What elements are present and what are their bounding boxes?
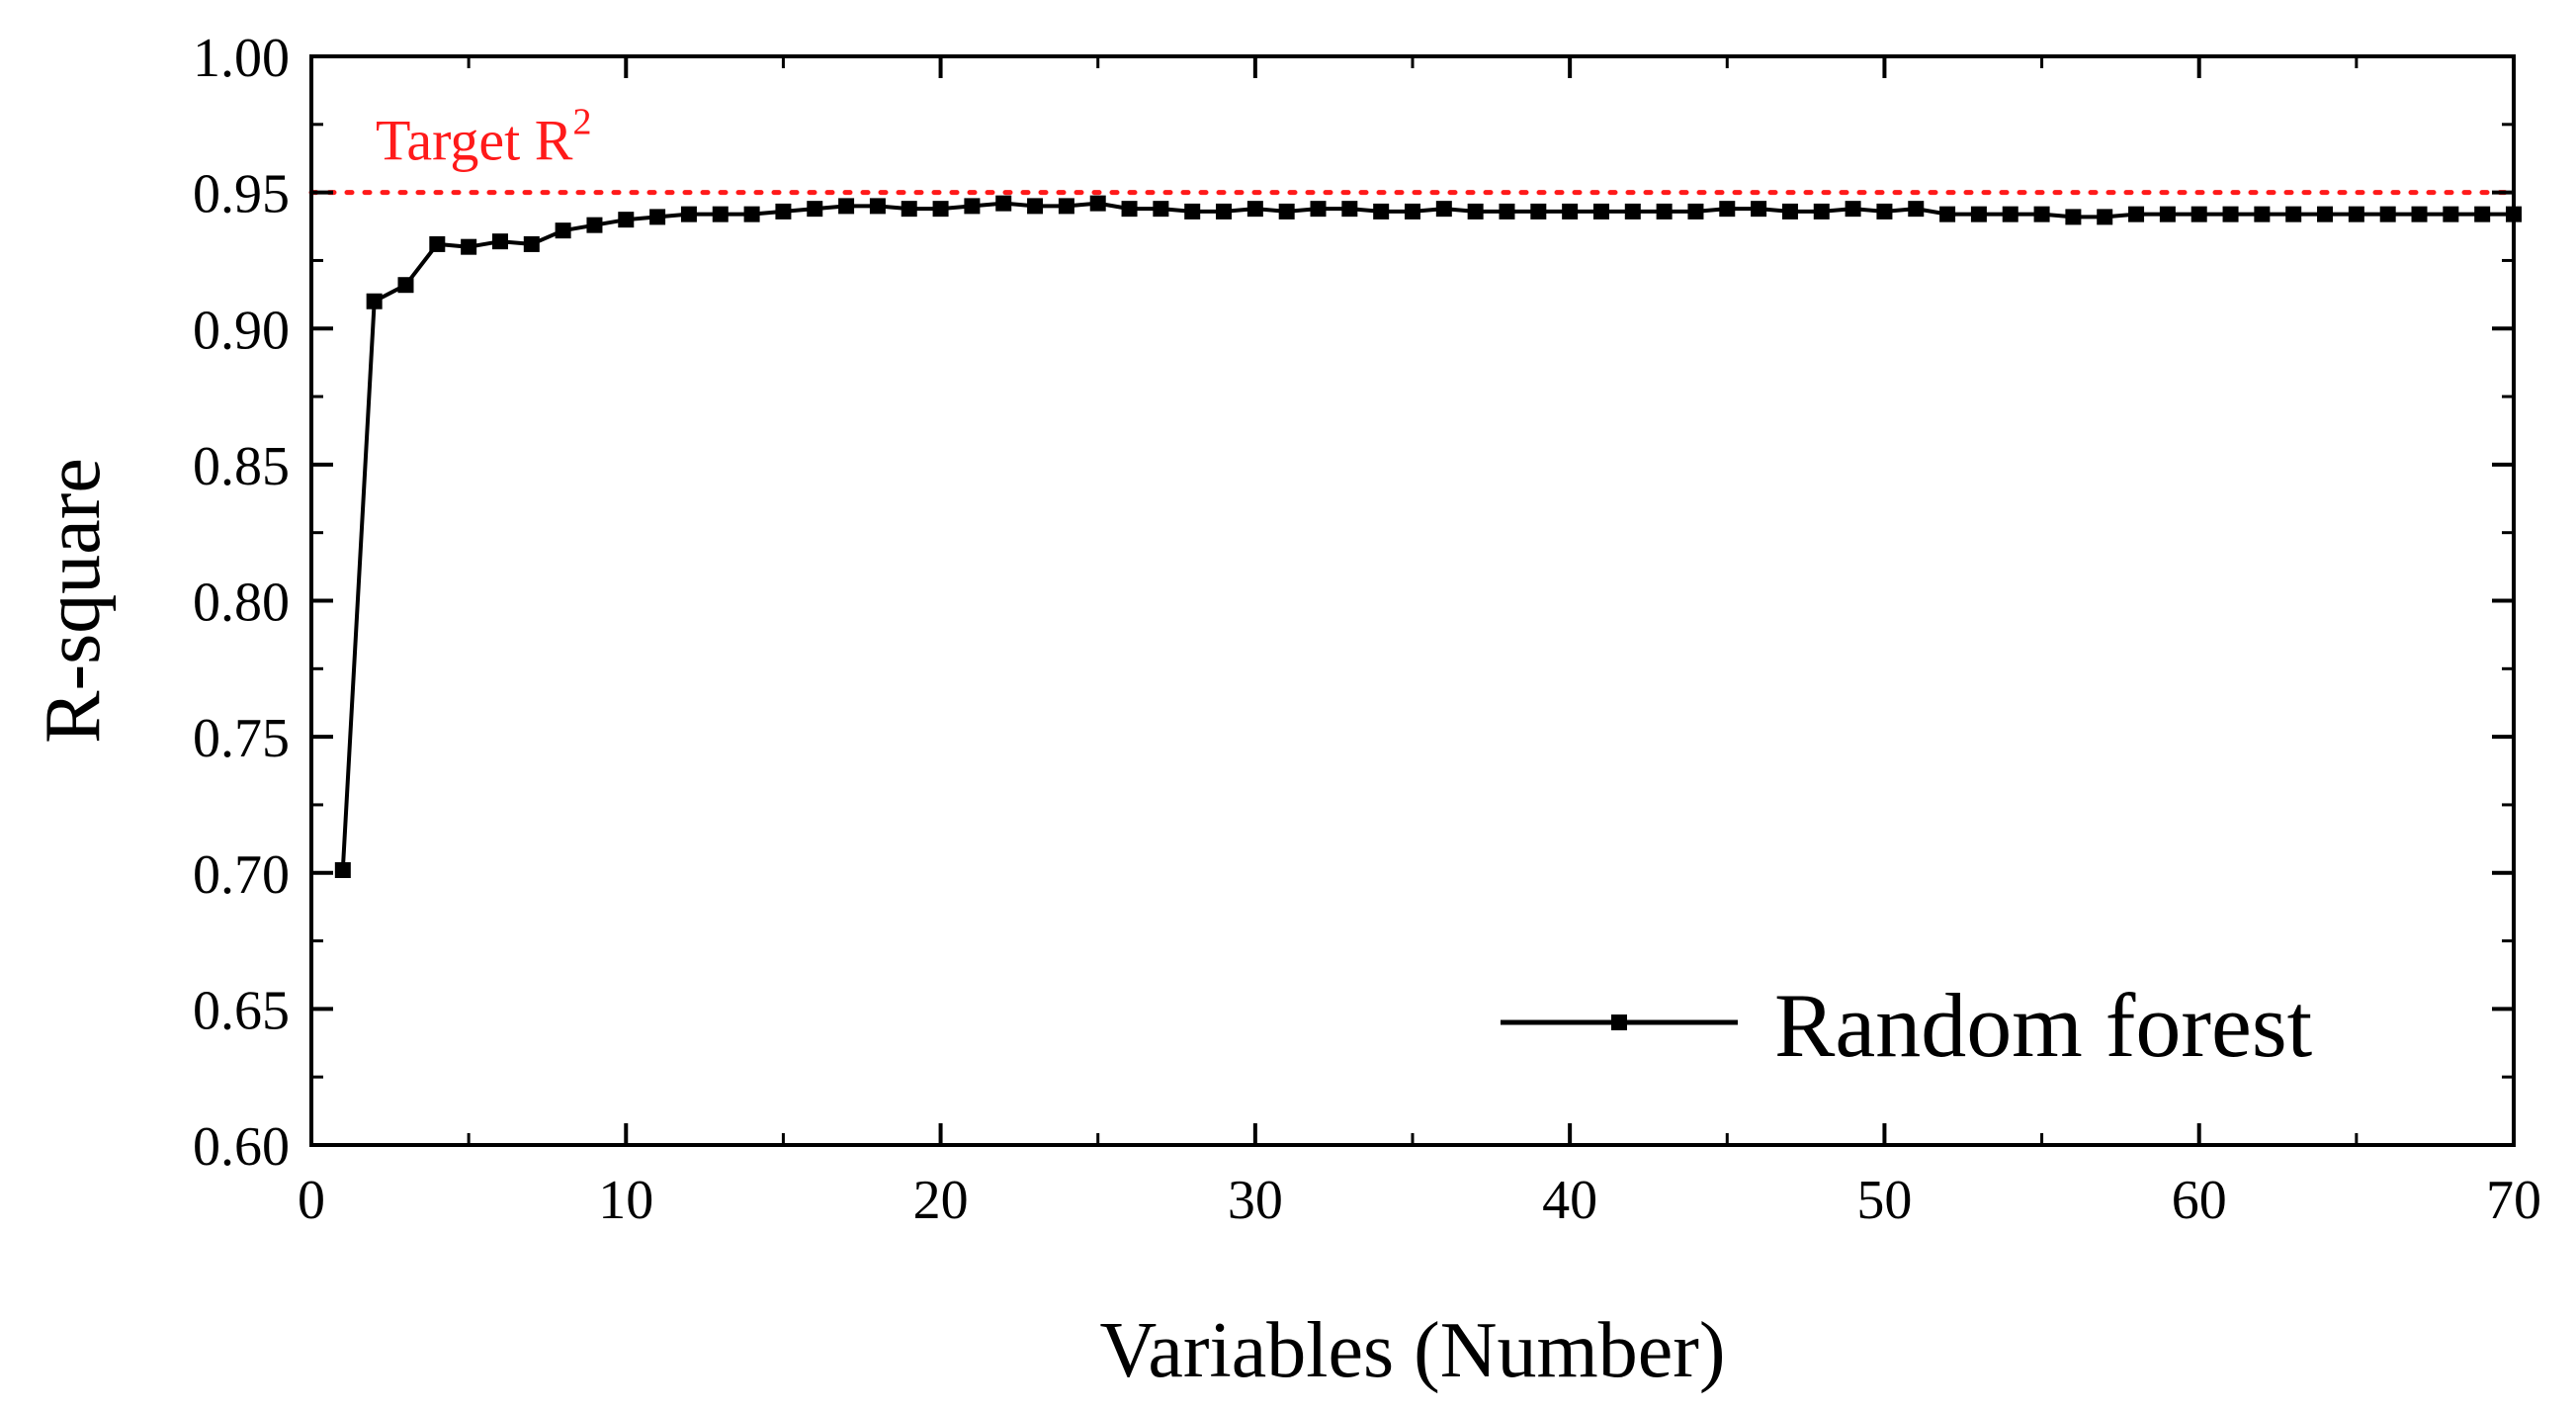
data-point: [2411, 206, 2428, 222]
data-point: [1058, 198, 1074, 215]
data-point: [2159, 206, 2176, 222]
data-point: [1530, 203, 1547, 220]
data-point: [1499, 203, 1515, 220]
data-point: [461, 238, 477, 255]
data-point: [1562, 203, 1579, 220]
x-tick-label: 50: [1856, 1170, 1912, 1231]
y-tick-label: 0.70: [193, 844, 290, 906]
data-point: [523, 235, 540, 252]
data-point: [1089, 195, 1106, 212]
y-axis-title: R-square: [30, 458, 117, 744]
target-r2-label: Target R2: [376, 102, 591, 173]
data-point: [1184, 203, 1201, 220]
data-point: [2002, 206, 2018, 222]
data-point: [1970, 206, 1987, 222]
data-point: [1467, 203, 1484, 220]
legend-marker-swatch: [1611, 1014, 1627, 1030]
series-layer: [334, 195, 2522, 878]
data-point: [807, 201, 823, 218]
x-tick-label: 30: [1228, 1170, 1283, 1231]
x-axis-title: Variables (Number): [1099, 1307, 1725, 1394]
data-point: [1592, 203, 1609, 220]
data-point: [964, 198, 981, 215]
y-tick-label: 0.65: [193, 980, 290, 1041]
data-point: [2379, 206, 2396, 222]
data-point: [901, 201, 917, 218]
x-tick-label: 40: [1542, 1170, 1597, 1231]
data-point: [2254, 206, 2271, 222]
data-point: [1216, 203, 1233, 220]
data-point: [2222, 206, 2239, 222]
data-point: [1435, 201, 1452, 218]
data-point: [1310, 201, 1327, 218]
data-point: [1278, 203, 1295, 220]
data-point: [743, 206, 760, 222]
data-point: [932, 201, 949, 218]
data-point: [838, 198, 855, 215]
y-tick-label: 0.80: [193, 573, 290, 634]
y-tick-label: 0.95: [193, 164, 290, 225]
data-point: [1751, 201, 1767, 218]
data-point: [1813, 203, 1830, 220]
x-tick-label: 0: [298, 1170, 325, 1231]
data-point: [649, 209, 666, 225]
data-point: [618, 212, 635, 228]
x-tick-label: 60: [2172, 1170, 2227, 1231]
data-point: [712, 206, 729, 222]
data-point: [680, 206, 697, 222]
data-point: [1845, 201, 1861, 218]
data-point: [1908, 201, 1925, 218]
y-tick-label: 0.90: [193, 300, 290, 361]
data-point: [2285, 206, 2302, 222]
y-tick-label: 0.60: [193, 1116, 290, 1178]
data-point: [869, 198, 886, 215]
data-point: [366, 293, 383, 309]
data-point: [1781, 203, 1798, 220]
data-point: [775, 203, 792, 220]
data-point: [1405, 203, 1420, 220]
data-point: [995, 195, 1012, 212]
y-tick-label: 0.75: [193, 708, 290, 769]
data-point: [2317, 206, 2334, 222]
series-line-random-forest: [340, 201, 2514, 871]
data-point: [1373, 203, 1390, 220]
data-point: [1876, 203, 1893, 220]
data-point: [1719, 201, 1736, 218]
data-point: [586, 217, 603, 233]
data-point: [2443, 206, 2459, 222]
data-point: [2033, 206, 2050, 222]
data-point: [1341, 201, 1358, 218]
x-tick-label: 10: [598, 1170, 653, 1231]
legend: Random forest: [1501, 975, 2313, 1076]
legend-label-random-forest: Random forest: [1774, 975, 2313, 1076]
data-point: [2190, 206, 2207, 222]
data-point: [555, 222, 571, 239]
data-point: [1121, 201, 1138, 218]
data-point: [1939, 206, 1956, 222]
data-point: [2128, 206, 2145, 222]
data-point: [1656, 203, 1673, 220]
data-point: [397, 277, 414, 294]
y-tick-label: 1.00: [193, 28, 290, 89]
data-point: [2065, 209, 2082, 225]
data-point: [334, 861, 351, 878]
data-point: [1246, 201, 1263, 218]
data-point: [429, 235, 446, 252]
x-tick-label: 20: [913, 1170, 969, 1231]
data-point: [1153, 201, 1169, 218]
data-point: [2097, 209, 2113, 225]
data-point: [1624, 203, 1641, 220]
target-label-main: Target R: [376, 109, 573, 173]
data-point: [1687, 203, 1704, 220]
data-point: [2474, 206, 2491, 222]
target-label-superscript: 2: [572, 102, 591, 143]
x-tick-label: 70: [2486, 1170, 2541, 1231]
data-point: [491, 233, 508, 250]
data-point: [2348, 206, 2364, 222]
y-tick-label: 0.85: [193, 436, 290, 497]
data-point: [1027, 198, 1044, 215]
axes-layer: 0 10 20 30 40 50 60 70 0.60 0.65 0.70 0.75 0.80 0.85 0…: [193, 28, 2541, 1231]
